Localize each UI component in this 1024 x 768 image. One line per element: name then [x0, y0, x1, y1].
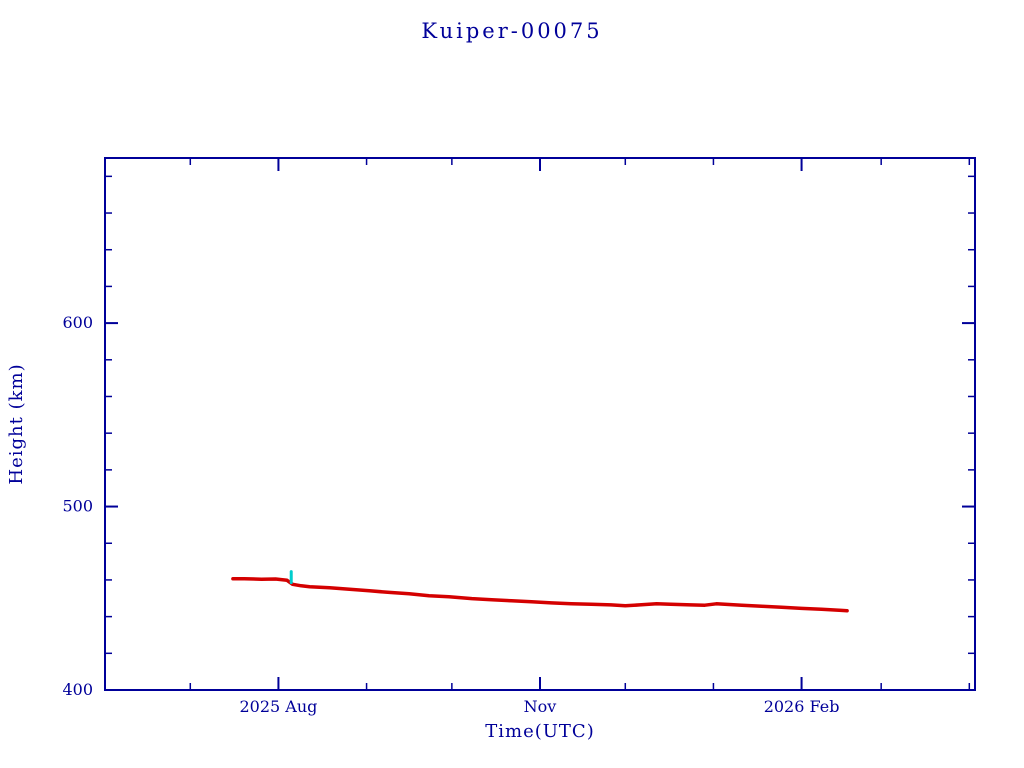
y-tick-label: 500	[62, 497, 93, 516]
series-satellite-height	[231, 577, 849, 613]
y-axis-label: Height (km)	[6, 363, 27, 484]
x-tick-label: 2026 Feb	[764, 697, 840, 716]
y-tick-label: 600	[62, 313, 93, 332]
x-tick-label: 2025 Aug	[239, 697, 317, 716]
y-tick-label: 400	[62, 680, 93, 699]
chart-title: Kuiper-00075	[421, 19, 602, 43]
x-tick-label: Nov	[524, 697, 557, 716]
x-axis-label: Time(UTC)	[485, 721, 594, 742]
plot-area: 2025 Aug Nov 2026 Feb 400 500 600	[62, 157, 976, 716]
